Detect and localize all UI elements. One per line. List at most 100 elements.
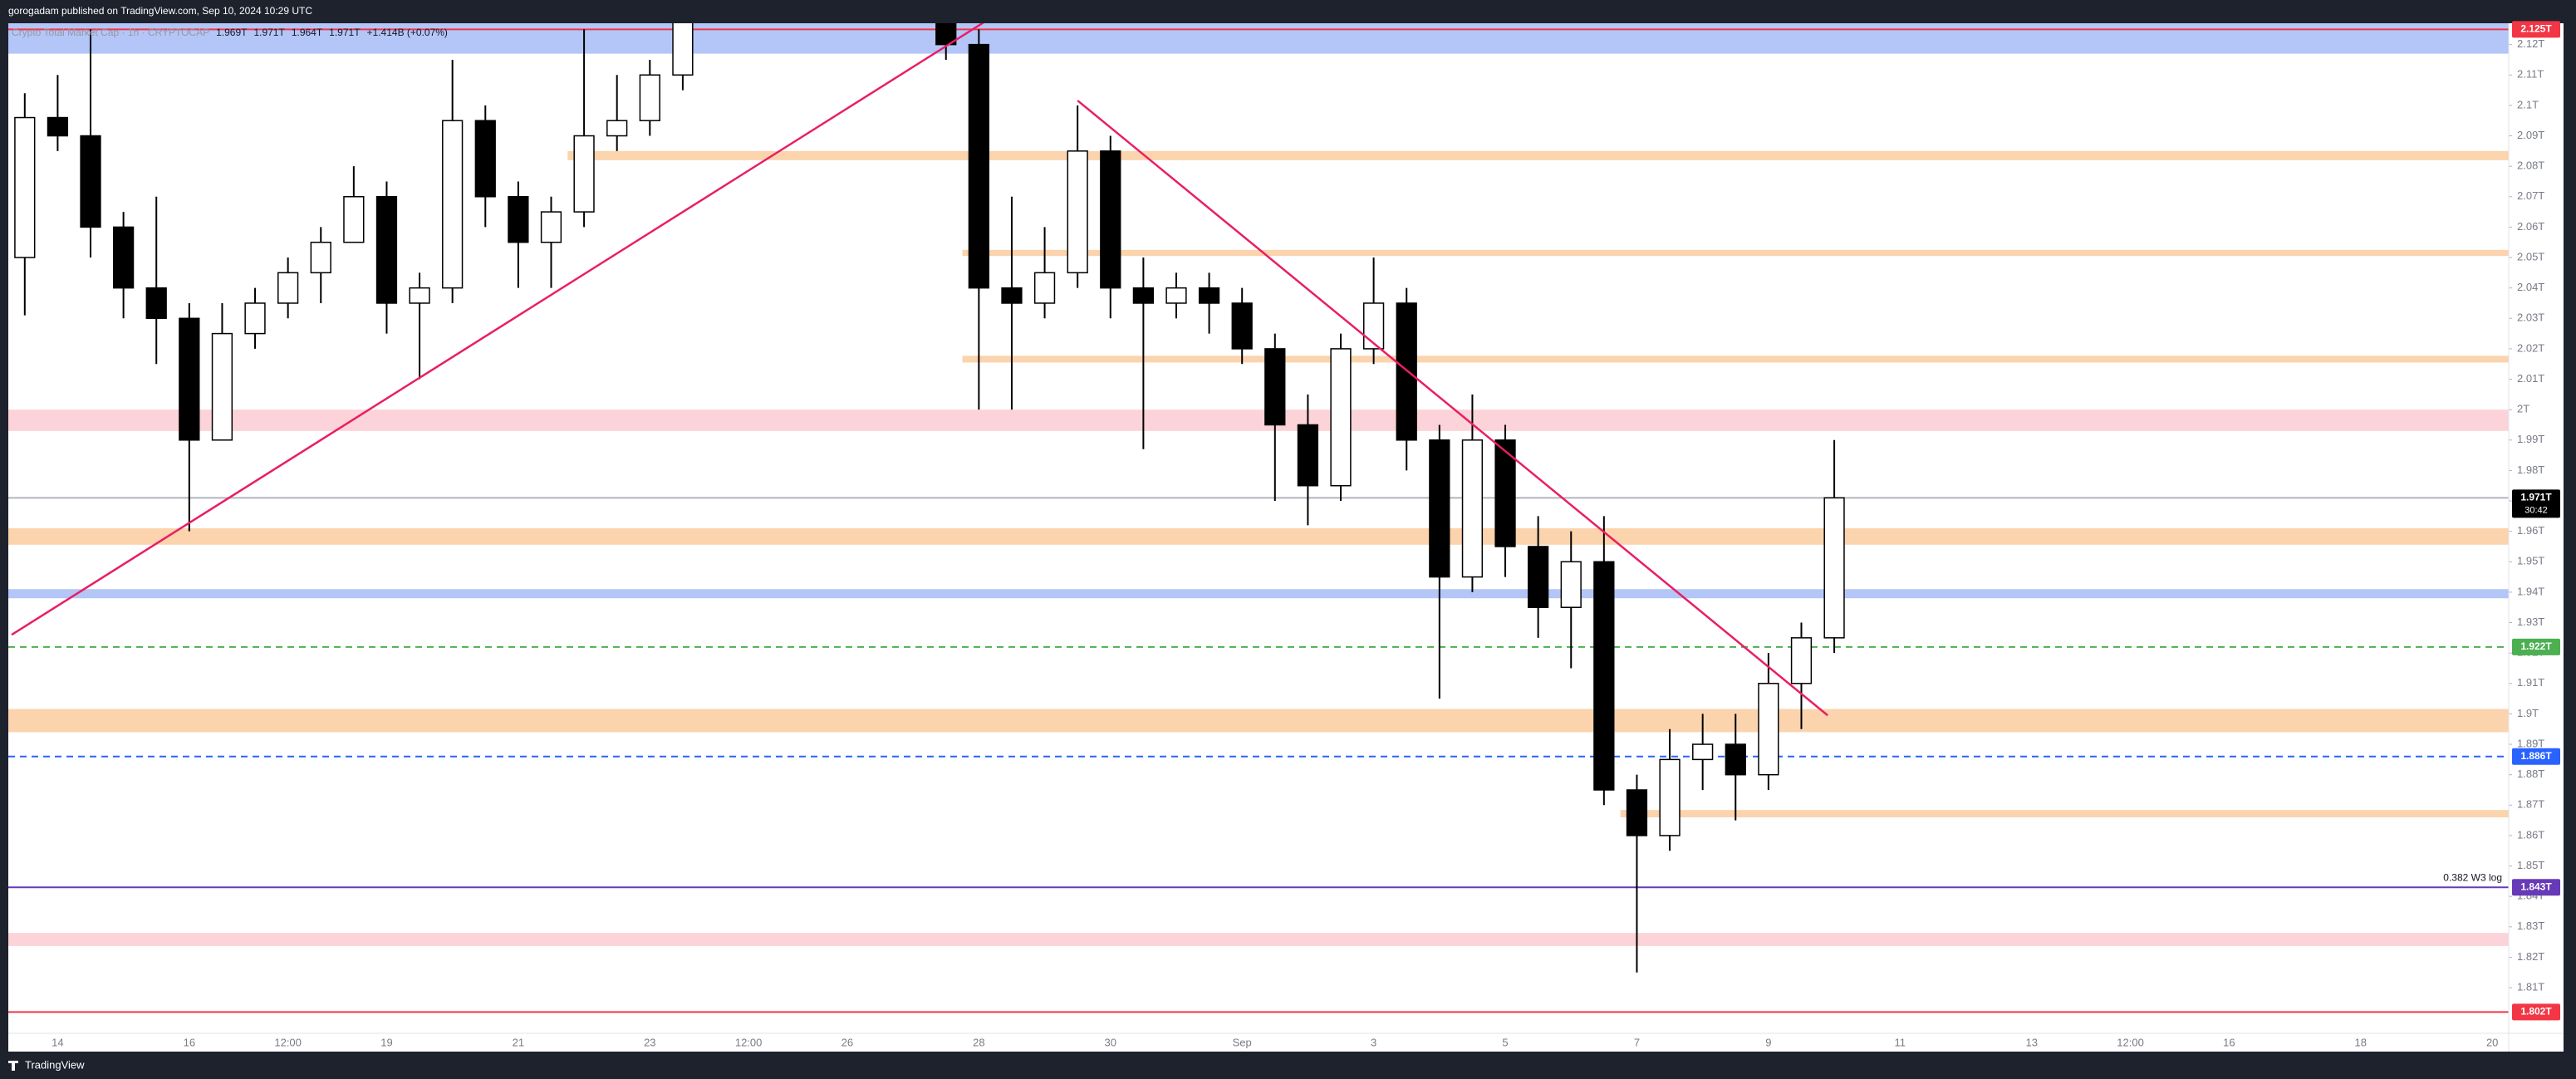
price-badge-label: 2.125T [2520, 22, 2552, 34]
candle-body [1330, 348, 1352, 487]
legend-title: Crypto Total Market Cap · 1h · CRYPTOCAP [12, 27, 209, 38]
candle-body [1560, 561, 1582, 608]
zone [962, 249, 2509, 257]
y-tick-label: 1.96T [2517, 524, 2544, 537]
y-tick-label: 2.02T [2517, 341, 2544, 354]
zone [8, 23, 2509, 54]
x-tick-label: 18 [2355, 1036, 2367, 1048]
y-tick-label: 1.85T [2517, 859, 2544, 871]
legend-value: 1.969T [216, 27, 248, 38]
y-tick-label: 1.86T [2517, 828, 2544, 841]
candle-body [14, 116, 36, 258]
y-tick-label: 1.83T [2517, 920, 2544, 932]
legend-value: 1.971T [253, 27, 285, 38]
candle-body [1067, 150, 1088, 274]
y-tick-label: 2.01T [2517, 372, 2544, 385]
candle-body [606, 120, 628, 137]
y-tick-label: 1.87T [2517, 798, 2544, 811]
candle-body [1132, 287, 1155, 304]
candle-body [211, 332, 233, 441]
logo-icon [8, 1061, 18, 1071]
x-tick-label: 30 [1105, 1036, 1116, 1048]
candle-body [540, 211, 562, 243]
candle-body [1198, 287, 1220, 304]
candle-body [935, 23, 957, 46]
y-tick-label: 1.82T [2517, 950, 2544, 963]
price-badge-label: 1.843T [2520, 880, 2552, 892]
legend-value: +1.414B (+0.07%) [367, 27, 448, 38]
legend: Crypto Total Market Cap · 1h · CRYPTOCAP… [12, 27, 448, 38]
candle-body [474, 120, 496, 198]
candle-body [343, 196, 365, 243]
x-tick-label: 19 [380, 1036, 392, 1048]
header-text: gorogadam published on TradingView.com, … [8, 5, 312, 17]
candle-body [112, 226, 135, 289]
y-tick-label: 2.12T [2517, 37, 2544, 50]
overlay: Crypto Total Market Cap · 1h · CRYPTOCAP… [8, 21, 2564, 1052]
price-badge [2512, 879, 2560, 896]
price-badge [2512, 21, 2560, 38]
y-tick-label: 1.93T [2517, 616, 2544, 628]
candle-body [1790, 637, 1813, 684]
y-tick-label: 1.89T [2517, 737, 2544, 749]
candle-body [639, 74, 660, 121]
candle-body [1264, 348, 1286, 426]
zone [567, 150, 2509, 160]
candle-body [1528, 546, 1549, 608]
price-badge [2512, 489, 2560, 518]
x-tick-label: 3 [1371, 1036, 1376, 1048]
x-tick-label: 23 [644, 1036, 655, 1048]
candle-body [1725, 743, 1746, 776]
y-tick-label: 2.07T [2517, 189, 2544, 202]
trend-line [1077, 100, 1828, 717]
y-tick-label: 2.11T [2517, 68, 2544, 81]
candle-body [1593, 561, 1615, 791]
candle-body [1692, 743, 1714, 761]
zone [8, 410, 2509, 431]
x-tick-label: 12:00 [2117, 1036, 2144, 1048]
y-tick-label: 2.06T [2517, 220, 2544, 233]
y-tick-label: 1.81T [2517, 980, 2544, 993]
x-tick-label: 12:00 [735, 1036, 763, 1048]
zone [8, 589, 2509, 599]
footer-logo: TradingView [25, 1058, 85, 1071]
price-badge [2512, 638, 2560, 655]
y-tick-label: 2.05T [2517, 250, 2544, 262]
candle-body [672, 23, 694, 76]
candle-body [80, 135, 101, 228]
candle-body [409, 287, 430, 304]
candle-body [179, 317, 200, 441]
candle-body [375, 196, 398, 304]
candle-body [1758, 683, 1779, 776]
y-tick-label: 1.95T [2517, 555, 2544, 567]
price-badge-label: 1.886T [2520, 750, 2552, 762]
candle-body [47, 116, 69, 137]
candle-body [310, 241, 331, 274]
y-tick-label: 1.94T [2517, 585, 2544, 597]
price-badge [2512, 1003, 2560, 1021]
candle-body [1429, 439, 1450, 578]
candle-body [1033, 272, 1056, 304]
x-tick-label: 9 [1765, 1036, 1771, 1048]
candle-body [1659, 758, 1681, 836]
candle-body [508, 196, 529, 243]
candle-body [1001, 287, 1023, 304]
zone [8, 709, 2509, 733]
candle-body [968, 43, 989, 289]
price-countdown: 30:42 [2524, 505, 2548, 515]
zone [8, 528, 2509, 545]
price-badge-label: 1.971T [2520, 492, 2552, 503]
legend-value: 1.971T [329, 27, 361, 38]
trend-line [11, 23, 984, 636]
y-tick-label: 2.04T [2517, 281, 2544, 293]
price-badge-label: 1.922T [2520, 640, 2552, 652]
candle-body [1231, 302, 1253, 350]
x-tick-label: 11 [1895, 1036, 1906, 1048]
x-tick-label: 12:00 [274, 1036, 302, 1048]
price-badge-label: 1.802T [2520, 1006, 2552, 1018]
y-tick-label: 1.88T [2517, 768, 2544, 780]
x-tick-label: 28 [973, 1036, 984, 1048]
y-tick-label: 2T [2517, 403, 2529, 415]
candle-body [573, 135, 595, 213]
